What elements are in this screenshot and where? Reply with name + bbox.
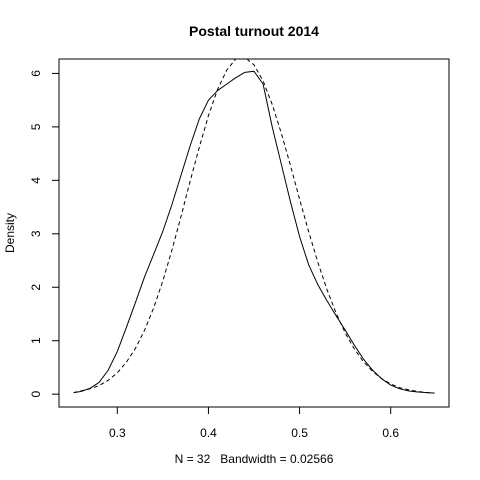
y-tick-label: 5 [29,123,43,130]
x-axis: 0.3 0.4 0.5 0.6 [109,406,399,440]
x-tick-label: 0.5 [291,426,308,440]
y-axis-label: Density [3,213,17,253]
dashed-density-curve [73,59,435,394]
y-tick-label: 0 [29,391,43,398]
x-tick-label: 0.3 [109,426,126,440]
y-tick-label: 6 [29,70,43,77]
curves-group [73,59,435,394]
chart-title: Postal turnout 2014 [189,23,319,39]
solid-density-curve [73,70,435,394]
y-tick-label: 3 [29,230,43,237]
y-axis: 0 1 2 3 4 5 6 [29,70,60,398]
y-tick-label: 2 [29,284,43,291]
y-tick-label: 1 [29,337,43,344]
x-tick-label: 0.4 [200,426,217,440]
x-axis-label: N = 32 Bandwidth = 0.02566 [175,452,334,466]
x-tick-label: 0.6 [382,426,399,440]
y-tick-label: 4 [29,177,43,184]
